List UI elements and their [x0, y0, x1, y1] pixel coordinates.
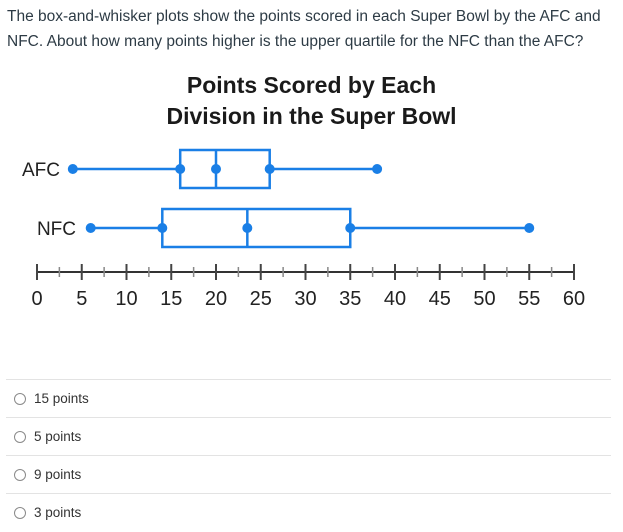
series-label-nfc: NFC	[37, 219, 76, 240]
radio-button[interactable]	[14, 468, 26, 481]
point-q1	[175, 164, 186, 174]
tick-label: 25	[250, 288, 272, 310]
tick-label: 20	[205, 288, 227, 310]
radio-button[interactable]	[14, 392, 26, 405]
tick-label: 60	[563, 288, 585, 310]
series-label-afc: AFC	[22, 160, 60, 181]
point-min	[85, 223, 96, 233]
point-max	[524, 223, 535, 233]
answer-choices: 15 points 5 points 9 points 3 points	[6, 379, 611, 531]
tick-label: 30	[294, 288, 316, 310]
tick-label: 10	[115, 288, 137, 310]
box-iqr	[178, 148, 271, 190]
point-q3	[264, 164, 275, 174]
point-min	[67, 164, 78, 174]
choice-option[interactable]: 3 points	[6, 493, 611, 531]
question-text: The box-and-whisker plots show the point…	[7, 8, 601, 50]
point-q1	[157, 223, 168, 233]
chart-title-line-2: Division in the Super Bowl	[166, 103, 457, 129]
choice-option[interactable]: 5 points	[6, 417, 611, 455]
radio-button[interactable]	[14, 430, 26, 443]
tick-label: 0	[31, 288, 42, 310]
choice-option[interactable]: 9 points	[6, 455, 611, 493]
point-median	[211, 164, 221, 174]
point-max	[372, 164, 383, 174]
point-q3	[345, 223, 356, 233]
choice-label: 3 points	[34, 505, 82, 520]
tick-label: 15	[160, 288, 182, 310]
tick-label: 55	[518, 288, 540, 310]
tick-label: 35	[339, 288, 361, 310]
tick-label: 5	[76, 288, 87, 310]
chart-title: Points Scored by Each Division in the Su…	[0, 70, 623, 132]
choice-label: 9 points	[34, 467, 82, 482]
tick-label: 45	[429, 288, 451, 310]
choice-label: 15 points	[34, 391, 89, 406]
point-median	[242, 223, 253, 233]
choice-option[interactable]: 15 points	[6, 379, 611, 417]
choice-label: 5 points	[34, 429, 82, 444]
radio-button[interactable]	[14, 506, 26, 519]
chart-title-line-1: Points Scored by Each	[186, 72, 437, 98]
box-iqr	[161, 207, 352, 249]
box-plot-chart: Points Scored by Each Division in the Su…	[0, 60, 623, 320]
plot-area: AFC NFC 0 5 10 15 20 25 30 35 40 45 50 55 60	[22, 148, 585, 310]
tick-label: 40	[384, 288, 406, 310]
tick-label: 50	[473, 288, 495, 310]
